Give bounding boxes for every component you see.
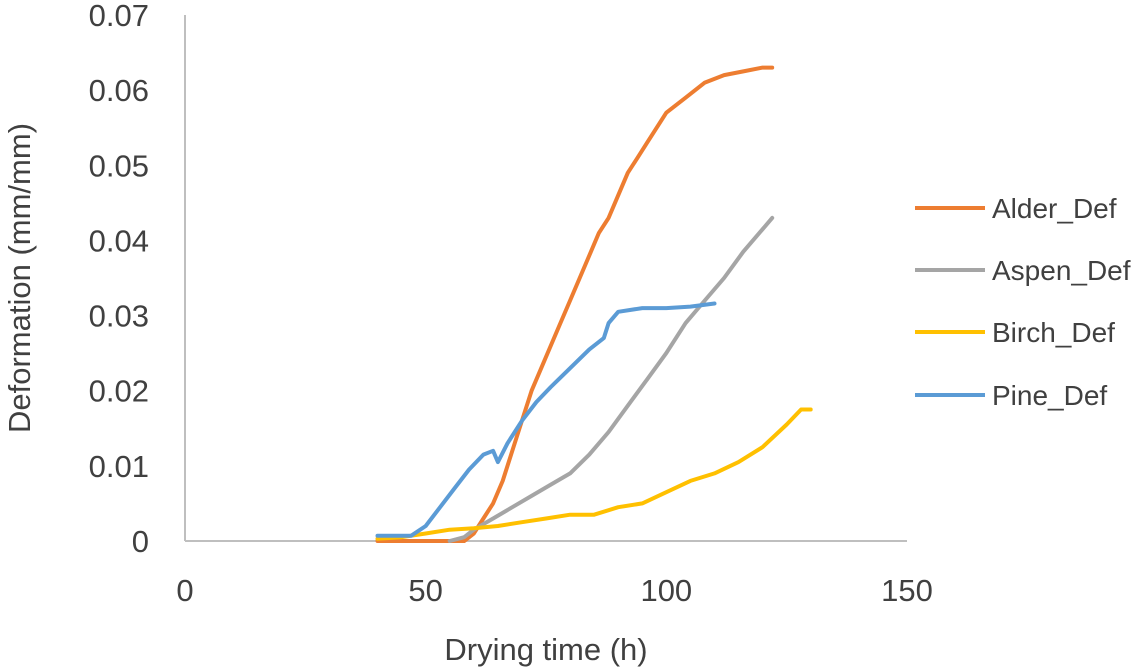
y-tick-label: 0.01 <box>89 449 149 484</box>
y-axis-tick-labels: 0 0.01 0.02 0.03 0.04 0.05 0.06 0.07 <box>89 0 149 559</box>
y-tick-label: 0.05 <box>89 148 149 183</box>
series-line-aspen-def <box>447 215 775 543</box>
legend-label-pine-def: Pine_Def <box>992 380 1107 411</box>
x-tick-label: 100 <box>640 573 692 608</box>
y-tick-label: 0.03 <box>89 299 149 334</box>
legend: Alder_Def Aspen_Def Birch_Def Pine_Def <box>915 193 1131 411</box>
legend-label-aspen-def: Aspen_Def <box>992 255 1131 286</box>
x-tick-label: 50 <box>408 573 442 608</box>
series-lines <box>375 65 813 543</box>
series-line-birch-def <box>375 407 813 541</box>
x-tick-label: 150 <box>881 573 933 608</box>
series-line-alder-def <box>375 65 775 543</box>
legend-label-birch-def: Birch_Def <box>992 317 1115 348</box>
y-tick-label: 0.07 <box>89 0 149 33</box>
series-line-pine-def <box>375 301 717 538</box>
x-axis-tick-labels: 0 50 100 150 <box>176 573 932 608</box>
x-tick-label: 0 <box>176 573 193 608</box>
y-tick-label: 0.02 <box>89 374 149 409</box>
x-axis-title: Drying time (h) <box>444 632 647 667</box>
y-tick-label: 0 <box>132 524 149 559</box>
legend-label-alder-def: Alder_Def <box>992 193 1117 224</box>
y-axis-title: Deformation (mm/mm) <box>2 123 37 433</box>
y-tick-label: 0.04 <box>89 223 149 258</box>
y-tick-label: 0.06 <box>89 73 149 108</box>
